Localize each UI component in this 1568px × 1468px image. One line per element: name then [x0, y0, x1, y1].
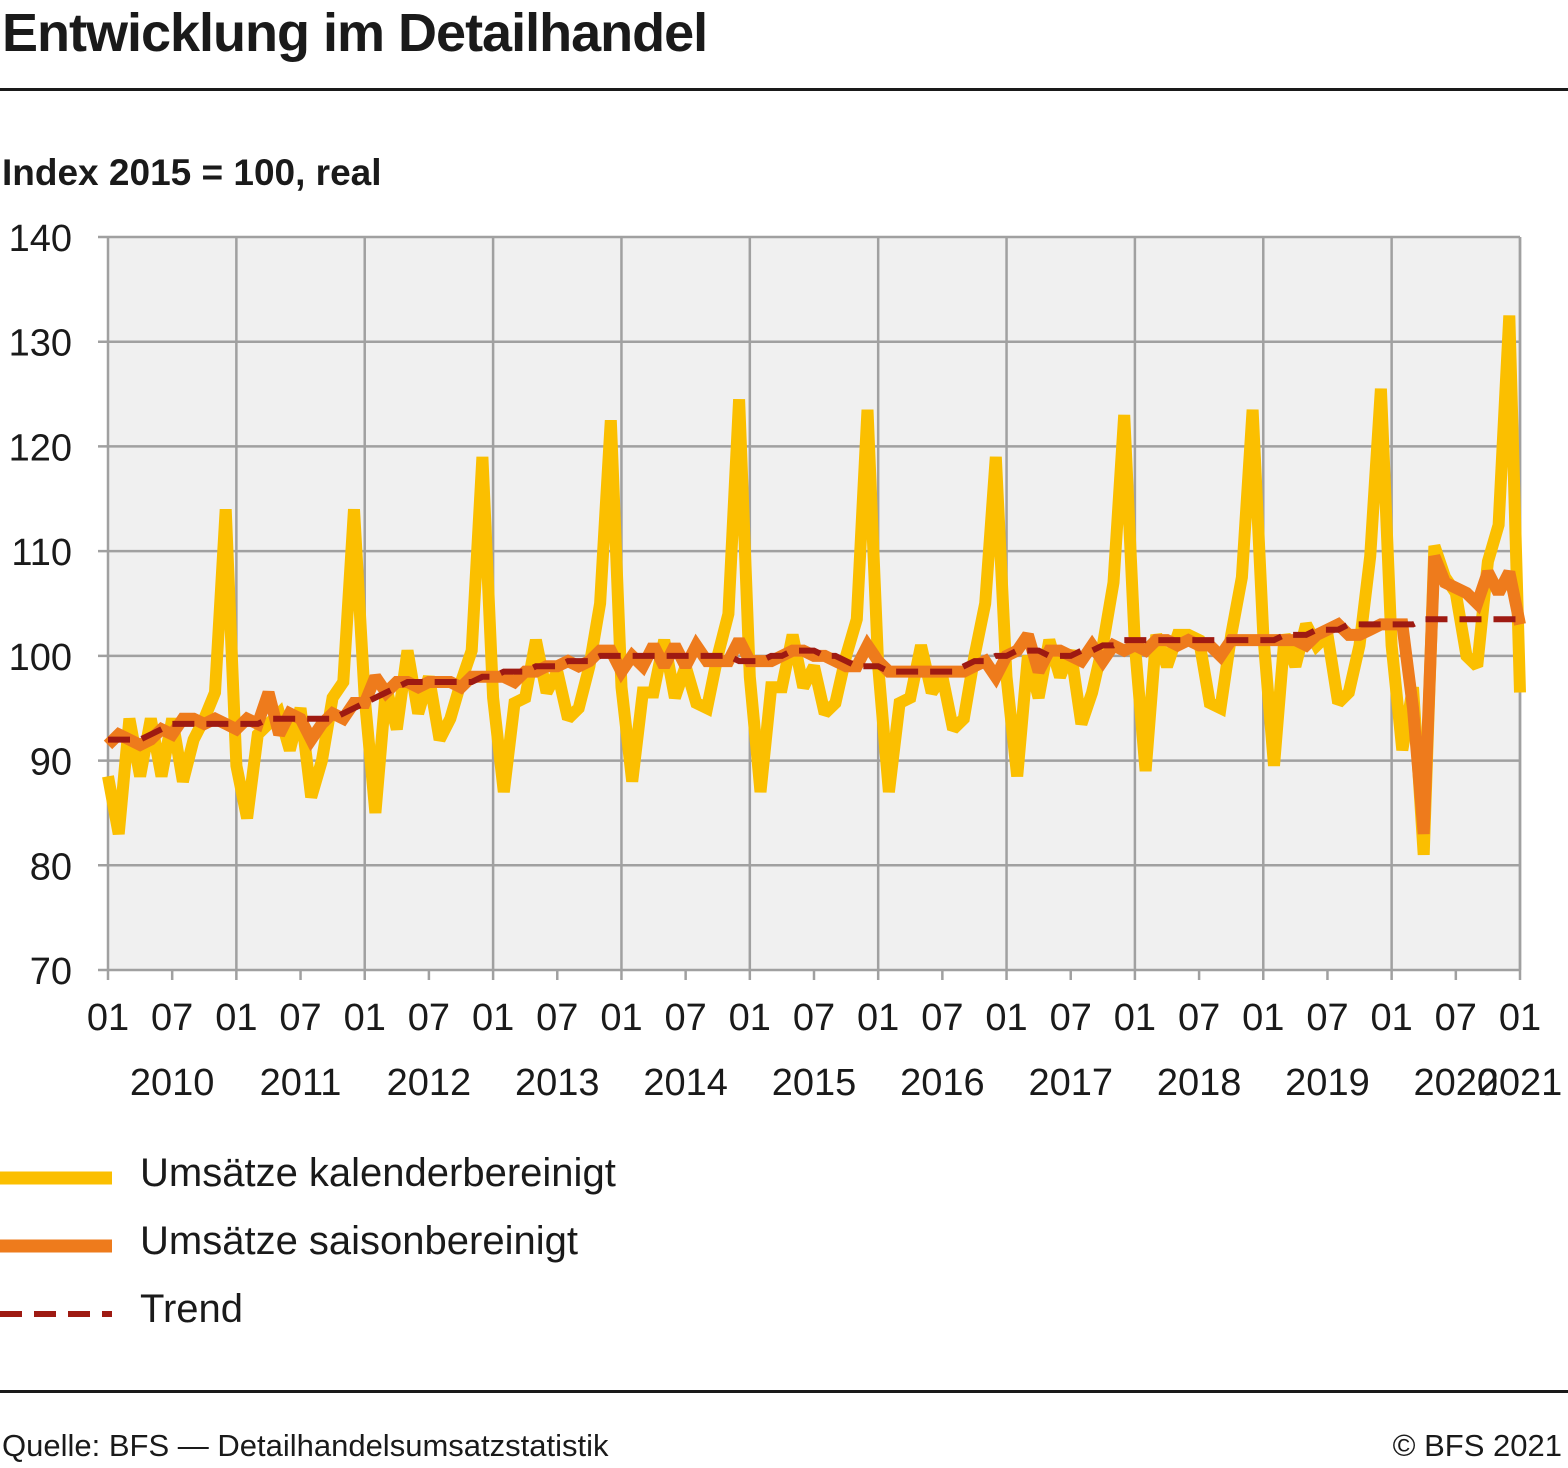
y-tick-label: 80	[30, 846, 72, 888]
legend-swatch-kalenderbereinigt	[0, 1171, 112, 1185]
legend-label-trend: Trend	[140, 1287, 244, 1331]
series-lines	[102, 315, 1526, 856]
axes: 70 80 90 100 110 120 130 140 01 07 01 07 01 07 01 07 01 0…	[9, 218, 1563, 1104]
x-month-label: 01	[87, 997, 129, 1039]
x-month-label: 01	[985, 997, 1027, 1039]
x-month-label: 07	[921, 997, 963, 1039]
x-month-label: 01	[1242, 997, 1284, 1039]
series-line-sai	[103, 554, 1526, 835]
chart-title: Entwicklung im Detailhandel	[2, 3, 708, 63]
x-month-label: 07	[1435, 997, 1477, 1039]
x-month-label: 01	[472, 997, 514, 1039]
x-month-label: 07	[536, 997, 578, 1039]
copyright-note: © BFS 2021	[1392, 1428, 1562, 1463]
source-note: Quelle: BFS — Detailhandelsumsatzstatist…	[2, 1428, 609, 1463]
legend-label-kalenderbereinigt: Umsätze kalenderbereinigt	[140, 1151, 616, 1195]
x-year-label: 2018	[1157, 1062, 1242, 1104]
y-tick-label: 100	[9, 637, 72, 679]
x-month-label: 01	[729, 997, 771, 1039]
y-tick-label: 90	[30, 742, 72, 784]
x-year-label: 2010	[130, 1062, 215, 1104]
legend-swatch-trend	[0, 1311, 112, 1317]
x-year-label: 2021	[1478, 1062, 1563, 1104]
x-month-label: 07	[793, 997, 835, 1039]
x-month-label: 07	[408, 997, 450, 1039]
x-year-label: 2016	[900, 1062, 985, 1104]
x-month-label: 07	[279, 997, 321, 1039]
line-chart: 70 80 90 100 110 120 130 140 01 07 01 07 01 07 01 07 01 0…	[9, 218, 1563, 1104]
chart-subtitle: Index 2015 = 100, real	[2, 152, 382, 193]
x-month-label: 01	[857, 997, 899, 1039]
x-year-label: 2019	[1285, 1062, 1370, 1104]
top-rule	[0, 88, 1568, 91]
x-month-label: 01	[600, 997, 642, 1039]
x-month-label: 07	[1178, 997, 1220, 1039]
series-line-trend	[108, 616, 1520, 743]
y-tick-label: 110	[11, 532, 72, 574]
x-year-label: 2014	[643, 1062, 728, 1104]
x-year-label: 2012	[387, 1062, 472, 1104]
x-month-label: 07	[1306, 997, 1348, 1039]
x-year-label: 2020	[1414, 1062, 1499, 1104]
y-tick-label: 130	[9, 323, 72, 365]
x-month-label: 01	[1114, 997, 1156, 1039]
x-month-label: 01	[1499, 997, 1541, 1039]
y-tick-label: 70	[30, 951, 72, 993]
x-month-label: 01	[344, 997, 386, 1039]
x-year-label: 2011	[260, 1062, 342, 1104]
plot-background	[108, 237, 1520, 970]
x-month-label: 07	[151, 997, 193, 1039]
x-year-label: 2017	[1028, 1062, 1113, 1104]
x-month-label: 01	[1370, 997, 1412, 1039]
y-tick-label: 140	[9, 218, 72, 260]
legend-swatch-saisonbereinigt	[0, 1239, 112, 1253]
legend-label-saisonbereinigt: Umsätze saisonbereinigt	[140, 1219, 578, 1263]
y-tick-label: 120	[9, 427, 72, 469]
plot-area	[108, 237, 1520, 970]
x-month-label: 07	[1050, 997, 1092, 1039]
x-year-label: 2015	[772, 1062, 857, 1104]
x-year-label: 2013	[515, 1062, 600, 1104]
bottom-rule	[0, 1390, 1568, 1393]
x-month-label: 01	[215, 997, 257, 1039]
x-month-label: 07	[664, 997, 706, 1039]
